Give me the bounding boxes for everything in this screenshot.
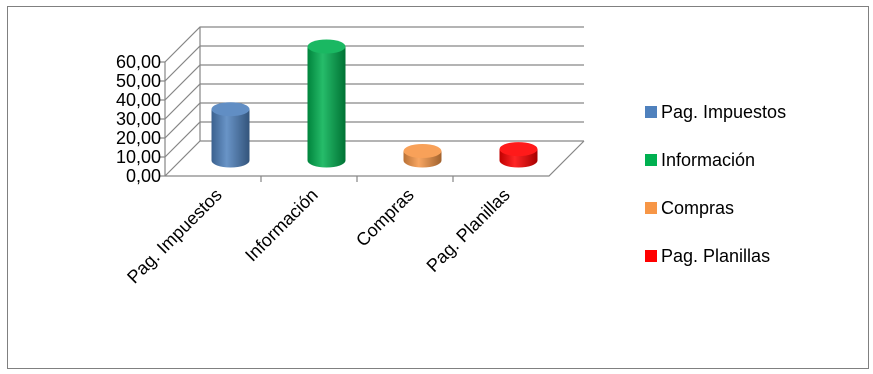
- bar-top: [307, 39, 346, 54]
- legend-item: Compras: [645, 198, 734, 218]
- x-tick-label: Información: [241, 185, 322, 266]
- bars: [211, 39, 538, 168]
- gridline: [164, 64, 584, 101]
- bar: [499, 142, 538, 168]
- legend-label: Pag. Impuestos: [661, 102, 786, 122]
- bar: [403, 144, 442, 168]
- x-tick-label: Pag. Impuestos: [123, 185, 226, 288]
- bar: [307, 39, 346, 168]
- y-tick-label: 50,00: [116, 71, 161, 91]
- legend-item: Pag. Impuestos: [645, 102, 786, 122]
- legend: Pag. Impuestos Información Compras Pag. Pla…: [645, 102, 786, 266]
- x-tick-labels: Pag. Impuestos Información Compras Pag. Pla…: [123, 185, 514, 288]
- bar-top: [499, 142, 538, 157]
- legend-swatch: [645, 202, 657, 214]
- gridline: [164, 45, 584, 82]
- y-tick-label: 10,00: [116, 147, 161, 167]
- legend-item: Pag. Planillas: [645, 246, 770, 266]
- bar-body: [307, 46, 346, 168]
- legend-swatch: [645, 106, 657, 118]
- y-tick-label: 60,00: [116, 52, 161, 72]
- x-tick-label: Compras: [352, 185, 418, 251]
- legend-item: Información: [645, 150, 755, 170]
- legend-swatch: [645, 250, 657, 262]
- axes: [160, 27, 585, 182]
- bar: [211, 102, 250, 168]
- y-tick-label: 40,00: [116, 90, 161, 110]
- floor-edge: [165, 140, 585, 177]
- bar-body: [211, 109, 250, 168]
- y-tick-label: 0,00: [126, 166, 161, 186]
- bar-top: [403, 144, 442, 158]
- chart-frame: [7, 6, 869, 369]
- y-tick-label: 30,00: [116, 109, 161, 129]
- legend-label: Información: [661, 150, 755, 170]
- legend-label: Compras: [661, 198, 734, 218]
- bar-top: [211, 102, 250, 117]
- gridline: [164, 26, 584, 63]
- legend-swatch: [645, 154, 657, 166]
- x-tick-label: Pag. Planillas: [423, 185, 514, 276]
- y-tick-label: 20,00: [116, 128, 161, 148]
- legend-label: Pag. Planillas: [661, 246, 770, 266]
